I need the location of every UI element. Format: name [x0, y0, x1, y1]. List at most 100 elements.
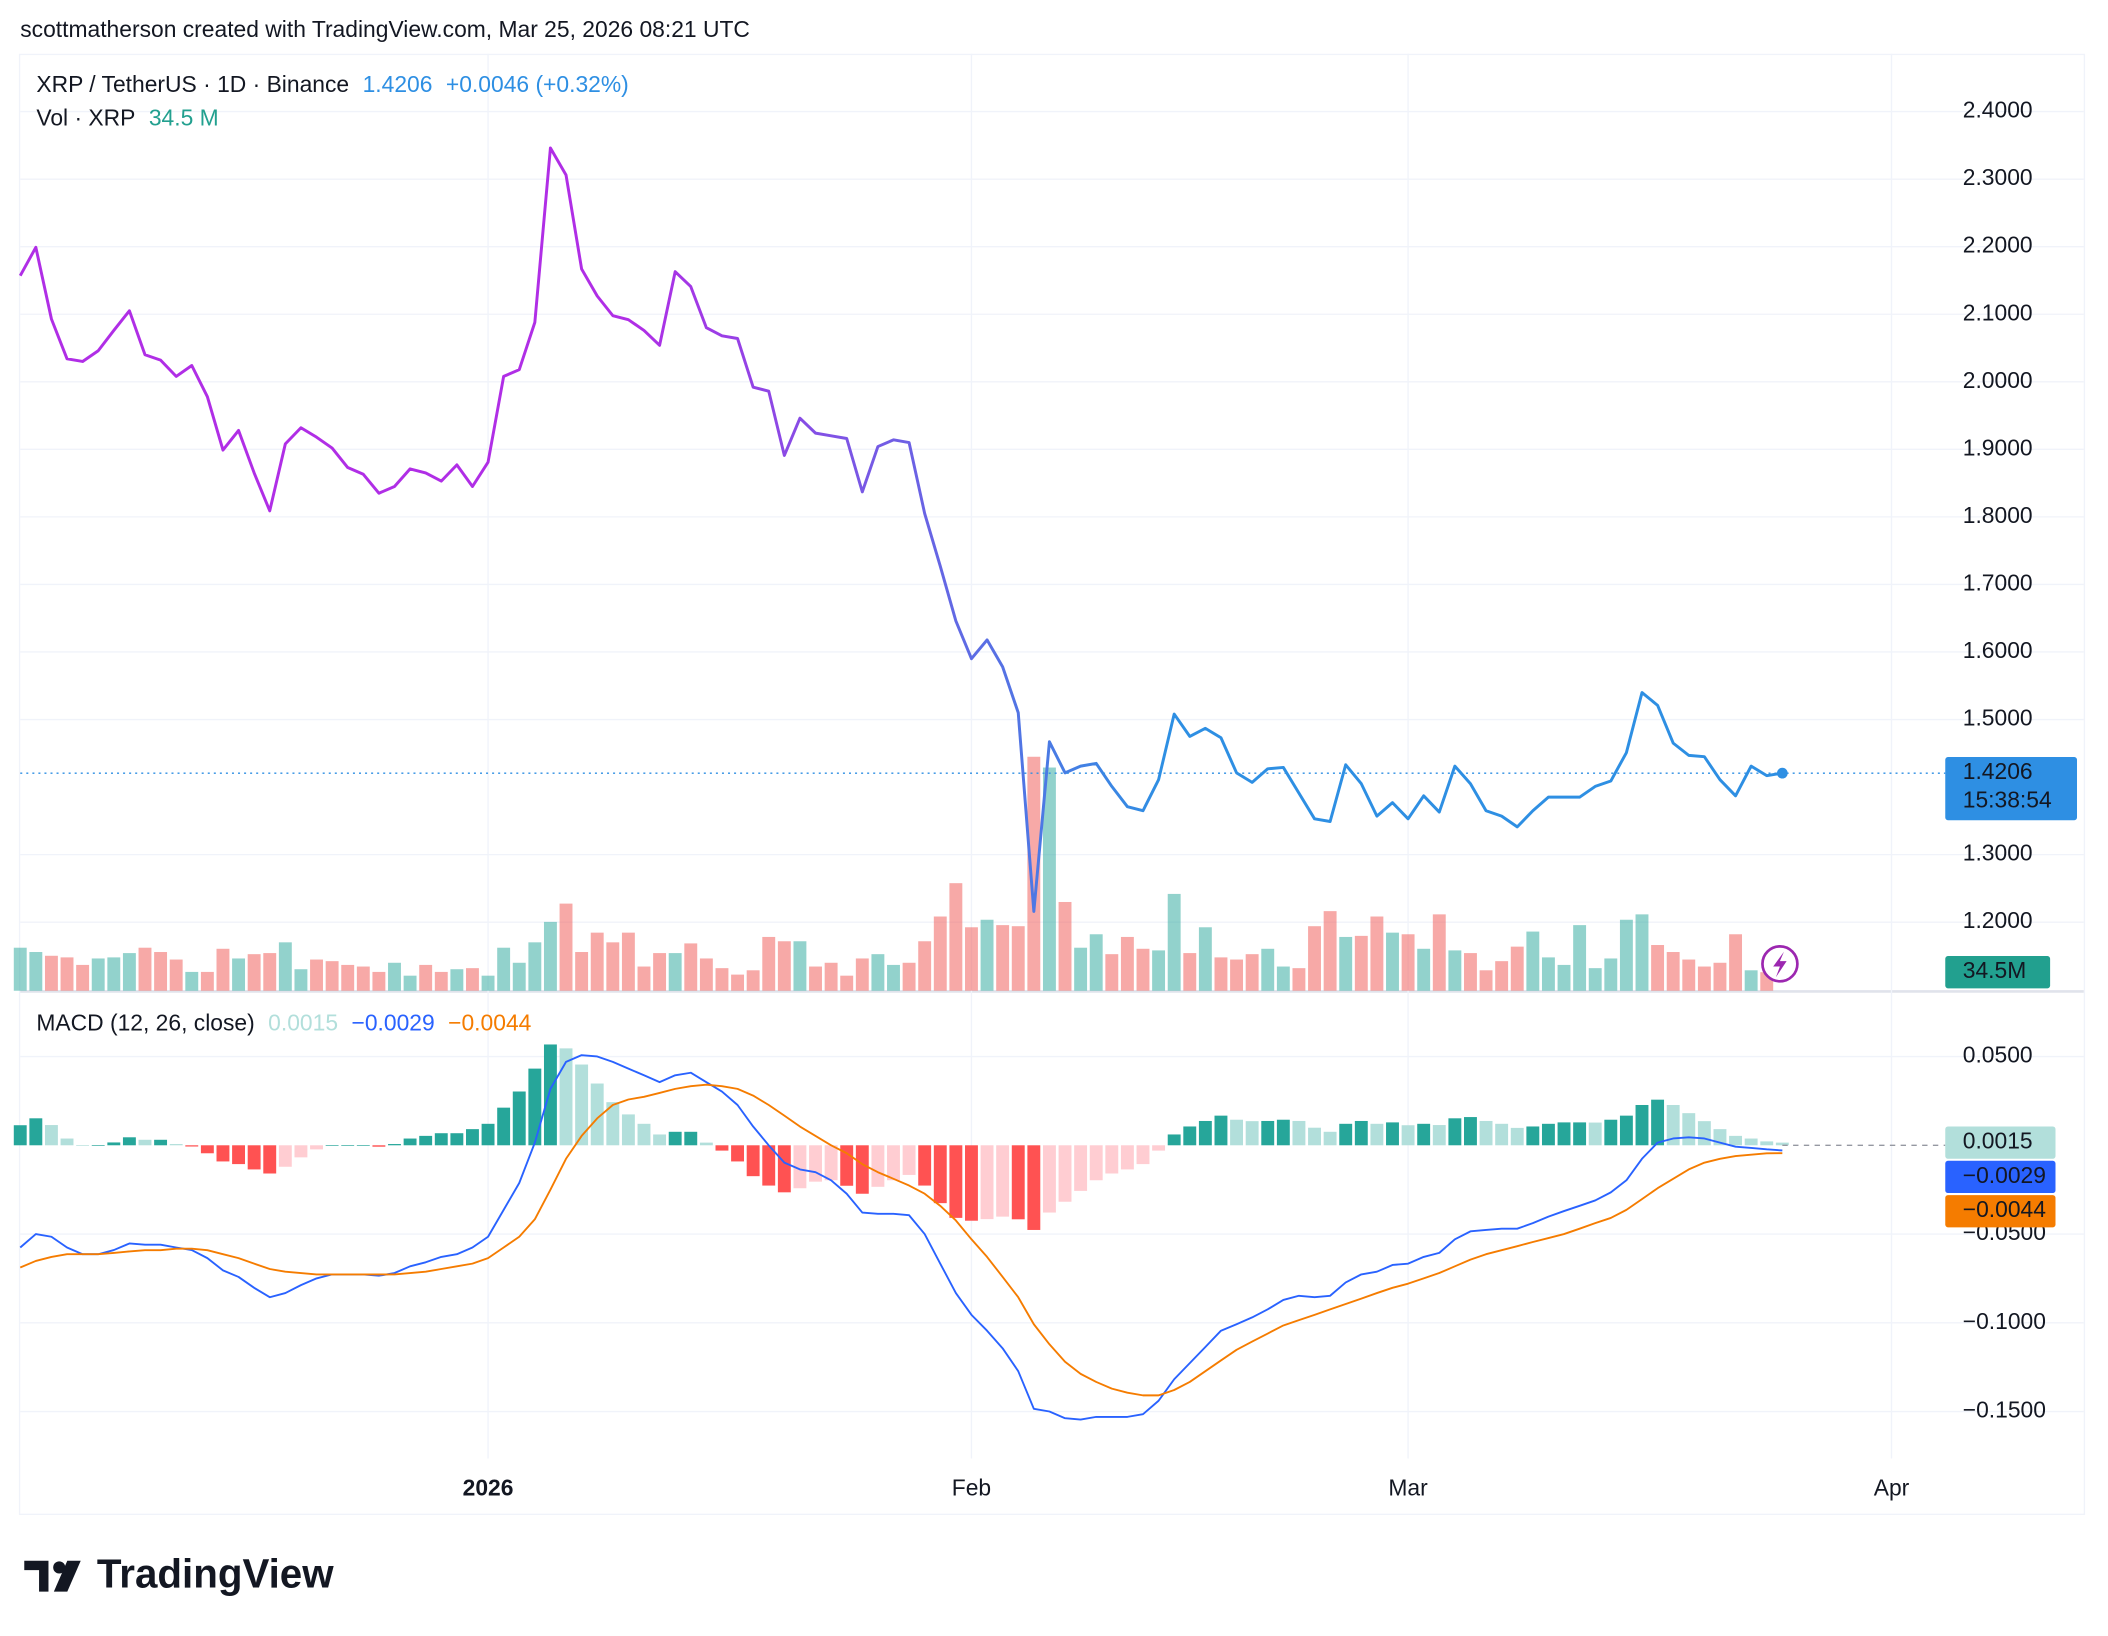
volume-bar	[232, 958, 246, 991]
volume-bar	[933, 916, 947, 991]
volume-bar	[1230, 959, 1244, 991]
symbol: XRP / TetherUS · 1D · Binance	[36, 71, 349, 97]
y-tick-label: 1.7000	[1963, 569, 2033, 595]
histogram-bar	[1370, 1123, 1384, 1146]
histogram-bar	[512, 1091, 526, 1146]
histogram-bar	[1635, 1104, 1649, 1146]
histogram-bar	[887, 1145, 900, 1181]
volume-bar	[1214, 957, 1228, 991]
volume-bar	[278, 942, 292, 991]
macd-badge-value: −0.0029	[1963, 1162, 2046, 1188]
volume-bar	[824, 962, 838, 991]
histogram-bar	[1464, 1117, 1477, 1146]
alert-icon	[1761, 945, 1799, 983]
histogram-badge	[1945, 1126, 2056, 1159]
volume-bar	[918, 941, 932, 991]
volume-bar	[949, 883, 963, 991]
volume-bar	[1323, 911, 1337, 991]
logo-text: TradingView	[97, 1551, 334, 1597]
volume-bar	[1526, 931, 1540, 991]
volume-bar	[684, 943, 698, 991]
y-tick-label: −0.1000	[1963, 1308, 2046, 1334]
histogram-bar	[621, 1114, 635, 1146]
volume-bar	[1089, 934, 1103, 991]
volume-bar	[1354, 935, 1368, 991]
histogram-bar	[1261, 1120, 1275, 1146]
histogram-bar	[341, 1145, 355, 1146]
volume-bar	[1557, 964, 1571, 991]
histogram-bar	[1479, 1120, 1493, 1146]
histogram-bar	[232, 1145, 246, 1165]
histogram-bar	[1308, 1127, 1321, 1146]
volume-bar	[91, 958, 105, 991]
volume-bar	[1619, 919, 1633, 991]
histogram-bar	[1432, 1125, 1446, 1146]
histogram-bar	[1323, 1131, 1337, 1146]
histogram-bar	[1245, 1121, 1259, 1146]
price-line	[18, 146, 1783, 913]
volume-bar	[247, 954, 261, 991]
x-tick-label: 2026	[463, 1475, 514, 1501]
price-badge-value: 1.4206	[1963, 758, 2033, 784]
volume-bar	[1105, 954, 1119, 991]
histogram-bar	[1058, 1145, 1072, 1202]
volume-bar	[154, 952, 168, 991]
volume-bar	[1136, 948, 1150, 991]
volume-bar	[996, 925, 1010, 991]
histogram-bar	[1775, 1142, 1789, 1146]
histogram-bar	[91, 1145, 105, 1146]
y-tick-label: 1.3000	[1963, 840, 2033, 866]
volume-bar	[1666, 952, 1680, 991]
volume-bar	[1011, 926, 1025, 991]
labels: 2.4000 2.3000 2.2000 2.1000 2.0000 1.9000 1.80…	[463, 97, 2078, 1501]
volume-bar	[621, 932, 635, 991]
volume-bar	[1697, 966, 1711, 991]
histogram-bar	[606, 1102, 620, 1146]
volume-bar	[793, 941, 807, 991]
volume-bar	[1635, 914, 1649, 991]
volume-bar	[466, 968, 479, 991]
histogram-bar	[1027, 1145, 1041, 1230]
signal-line	[19, 1083, 1783, 1397]
histogram-bar	[1120, 1145, 1134, 1170]
histogram-bar	[185, 1145, 199, 1147]
volume-bar	[310, 959, 323, 991]
macd-line	[19, 1054, 1783, 1421]
volume-bar	[809, 966, 822, 991]
histogram-bar	[668, 1131, 682, 1146]
volume-bar	[1152, 950, 1166, 991]
histogram-bar	[746, 1145, 760, 1177]
volume-bar	[1339, 936, 1353, 991]
volume-bar	[434, 971, 448, 991]
volume-bar	[1183, 953, 1197, 991]
histogram-bar	[76, 1145, 90, 1146]
volume-bar	[1308, 926, 1321, 991]
volume-bar	[1464, 953, 1477, 991]
histogram-bar	[1729, 1135, 1743, 1146]
volume-bar	[185, 971, 199, 991]
volume-bar	[715, 968, 729, 991]
last-price-dot	[1776, 767, 1788, 779]
histogram-bar	[122, 1137, 136, 1146]
histogram-bar	[1276, 1119, 1290, 1146]
macd-value: −0.0029	[351, 1009, 434, 1035]
histogram-bar	[1074, 1145, 1088, 1191]
volume-bar	[122, 953, 136, 991]
y-tick-label: 1.9000	[1963, 434, 2033, 460]
volume-bar	[1448, 950, 1462, 991]
histogram-bar	[949, 1145, 963, 1218]
volume-bar	[1027, 756, 1041, 991]
y-tick-label: −0.1500	[1963, 1397, 2046, 1423]
volume-bar	[668, 953, 682, 991]
y-tick-label: 2.2000	[1963, 232, 2033, 258]
signal-badge-value: −0.0044	[1963, 1196, 2047, 1222]
y-tick-label: 1.8000	[1963, 502, 2033, 528]
volume-bar	[1713, 962, 1727, 991]
volume-bar	[887, 964, 900, 991]
histogram-bar	[169, 1144, 183, 1146]
volume-bar	[1729, 934, 1743, 991]
y-tick-label: 2.0000	[1963, 367, 2033, 393]
histogram-bar	[29, 1118, 43, 1146]
volume-bar	[543, 921, 557, 991]
